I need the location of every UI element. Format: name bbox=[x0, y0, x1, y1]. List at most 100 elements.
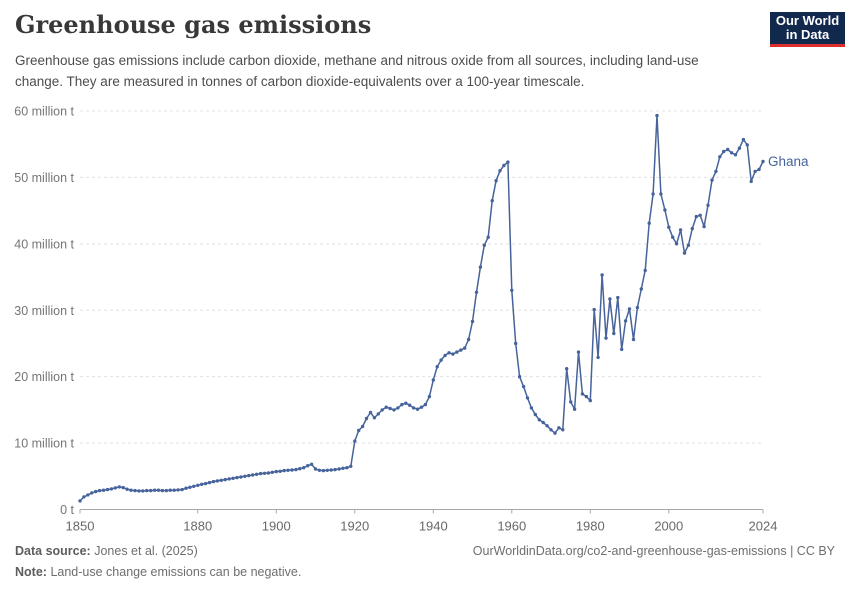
data-point[interactable] bbox=[659, 192, 663, 196]
data-point[interactable] bbox=[309, 462, 314, 466]
data-point[interactable] bbox=[655, 113, 659, 118]
data-point[interactable] bbox=[722, 149, 726, 154]
data-point[interactable] bbox=[616, 295, 620, 300]
data-point[interactable] bbox=[612, 331, 616, 336]
data-point[interactable] bbox=[623, 319, 628, 323]
data-point[interactable] bbox=[561, 428, 565, 432]
data-point[interactable] bbox=[482, 243, 486, 247]
data-point[interactable] bbox=[400, 402, 404, 407]
data-point[interactable] bbox=[396, 406, 400, 410]
data-point[interactable] bbox=[302, 466, 306, 470]
data-point[interactable] bbox=[160, 488, 165, 493]
data-point[interactable] bbox=[490, 199, 494, 203]
data-point[interactable] bbox=[411, 406, 416, 410]
data-point[interactable] bbox=[537, 418, 541, 422]
data-point[interactable] bbox=[211, 479, 216, 484]
data-point[interactable] bbox=[388, 406, 392, 411]
data-point[interactable] bbox=[129, 488, 133, 492]
data-point[interactable] bbox=[278, 469, 282, 473]
data-point[interactable] bbox=[608, 297, 612, 301]
data-point[interactable] bbox=[262, 471, 267, 475]
data-point[interactable] bbox=[341, 466, 345, 470]
data-point[interactable] bbox=[533, 412, 537, 417]
data-point[interactable] bbox=[726, 147, 730, 152]
series-entity-label[interactable]: Ghana bbox=[768, 154, 809, 169]
data-point[interactable] bbox=[243, 474, 247, 478]
data-point[interactable] bbox=[215, 479, 220, 483]
data-point[interactable] bbox=[674, 242, 679, 246]
data-point[interactable] bbox=[117, 485, 122, 489]
data-point[interactable] bbox=[600, 273, 604, 277]
data-point[interactable] bbox=[541, 420, 545, 425]
data-point[interactable] bbox=[101, 488, 106, 492]
data-point[interactable] bbox=[258, 471, 263, 476]
data-point[interactable] bbox=[121, 485, 125, 490]
data-point[interactable] bbox=[647, 221, 651, 225]
data-point[interactable] bbox=[651, 192, 655, 196]
data-point[interactable] bbox=[463, 346, 467, 350]
data-point[interactable] bbox=[82, 495, 86, 499]
data-point[interactable] bbox=[682, 251, 687, 255]
data-point[interactable] bbox=[549, 428, 553, 432]
data-point[interactable] bbox=[451, 352, 455, 356]
data-point[interactable] bbox=[569, 400, 573, 404]
data-point[interactable] bbox=[580, 392, 585, 396]
data-point[interactable] bbox=[710, 178, 714, 182]
data-point[interactable] bbox=[137, 489, 141, 493]
data-point[interactable] bbox=[223, 477, 227, 482]
data-point[interactable] bbox=[506, 160, 510, 164]
data-point[interactable] bbox=[207, 480, 212, 485]
data-point[interactable] bbox=[141, 489, 145, 493]
data-point[interactable] bbox=[156, 488, 161, 492]
data-point[interactable] bbox=[184, 486, 188, 490]
data-point[interactable] bbox=[423, 402, 428, 407]
data-point[interactable] bbox=[678, 228, 683, 232]
data-point[interactable] bbox=[620, 347, 624, 352]
data-point[interactable] bbox=[203, 481, 208, 486]
data-point[interactable] bbox=[447, 351, 451, 355]
data-point[interactable] bbox=[172, 488, 176, 492]
data-point[interactable] bbox=[251, 473, 255, 477]
data-point[interactable] bbox=[718, 155, 722, 159]
chart-url-link[interactable]: OurWorldinData.org/co2-and-greenhouse-ga… bbox=[472, 544, 835, 558]
data-point[interactable] bbox=[478, 265, 483, 269]
data-point[interactable] bbox=[631, 337, 636, 342]
data-point[interactable] bbox=[455, 350, 459, 354]
data-point[interactable] bbox=[604, 336, 608, 340]
data-point[interactable] bbox=[180, 487, 184, 492]
data-point[interactable] bbox=[408, 403, 412, 407]
data-point[interactable] bbox=[729, 151, 734, 155]
data-point[interactable] bbox=[557, 426, 561, 430]
data-point[interactable] bbox=[94, 489, 98, 494]
data-point[interactable] bbox=[404, 401, 408, 405]
data-point[interactable] bbox=[706, 203, 710, 207]
data-point[interactable] bbox=[274, 469, 278, 474]
data-point[interactable] bbox=[443, 353, 447, 358]
data-point[interactable] bbox=[90, 491, 94, 495]
data-point[interactable] bbox=[78, 499, 82, 503]
data-point[interactable] bbox=[345, 466, 349, 470]
data-point[interactable] bbox=[565, 367, 569, 371]
data-point[interactable] bbox=[572, 407, 577, 411]
data-point[interactable] bbox=[353, 439, 357, 443]
data-point[interactable] bbox=[592, 307, 596, 312]
data-point[interactable] bbox=[149, 488, 153, 493]
data-point[interactable] bbox=[125, 487, 129, 491]
data-point[interactable] bbox=[294, 467, 298, 472]
data-point[interactable] bbox=[152, 488, 157, 492]
data-point[interactable] bbox=[290, 468, 294, 472]
data-point[interactable] bbox=[227, 477, 231, 481]
data-point[interactable] bbox=[737, 146, 742, 150]
data-point[interactable] bbox=[671, 235, 675, 239]
data-point[interactable] bbox=[105, 487, 110, 492]
data-point[interactable] bbox=[254, 472, 259, 476]
data-point[interactable] bbox=[733, 153, 738, 157]
data-point[interactable] bbox=[435, 365, 439, 369]
data-point[interactable] bbox=[219, 478, 223, 482]
data-point[interactable] bbox=[576, 350, 581, 354]
data-point[interactable] bbox=[164, 488, 169, 493]
data-point[interactable] bbox=[486, 235, 490, 239]
data-point[interactable] bbox=[368, 410, 373, 415]
data-point[interactable] bbox=[384, 405, 388, 409]
data-point[interactable] bbox=[200, 482, 204, 486]
